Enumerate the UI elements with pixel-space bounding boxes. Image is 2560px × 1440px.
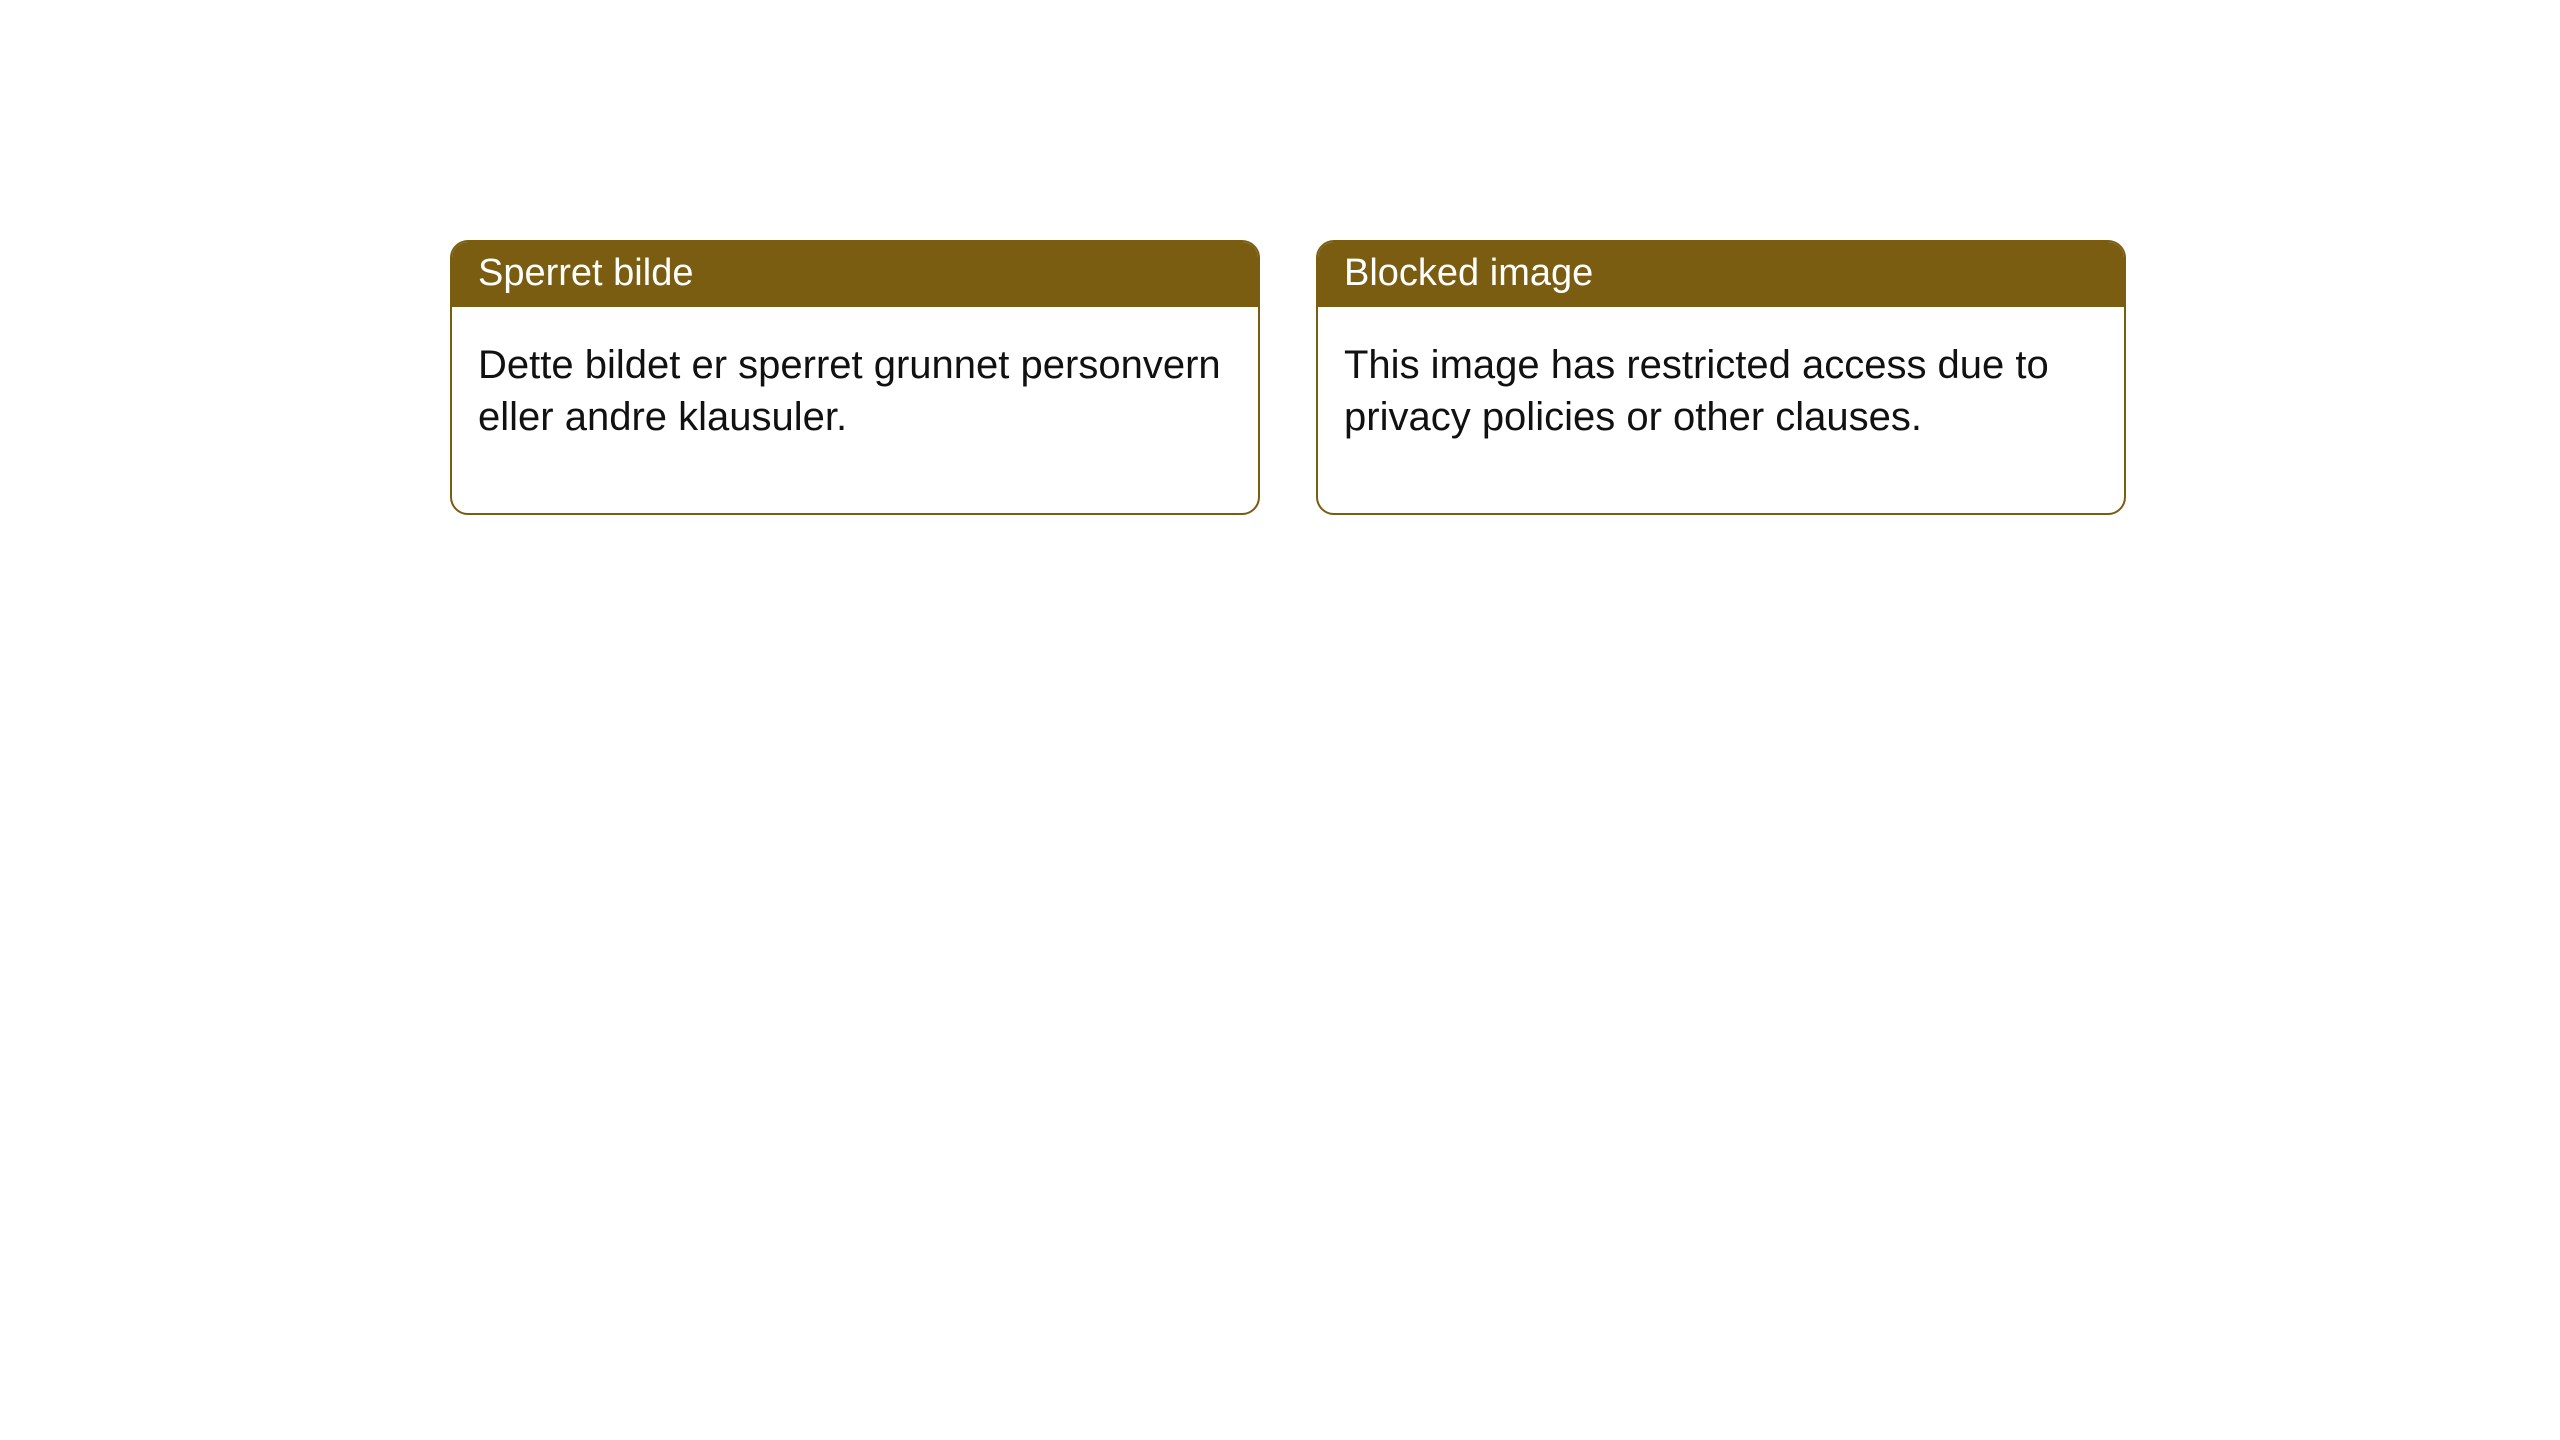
notice-header: Sperret bilde [452, 242, 1258, 307]
notice-body: Dette bildet er sperret grunnet personve… [452, 307, 1258, 513]
notice-card-english: Blocked image This image has restricted … [1316, 240, 2126, 515]
notice-cards-container: Sperret bilde Dette bildet er sperret gr… [450, 240, 2560, 515]
notice-card-norwegian: Sperret bilde Dette bildet er sperret gr… [450, 240, 1260, 515]
notice-header: Blocked image [1318, 242, 2124, 307]
notice-body: This image has restricted access due to … [1318, 307, 2124, 513]
